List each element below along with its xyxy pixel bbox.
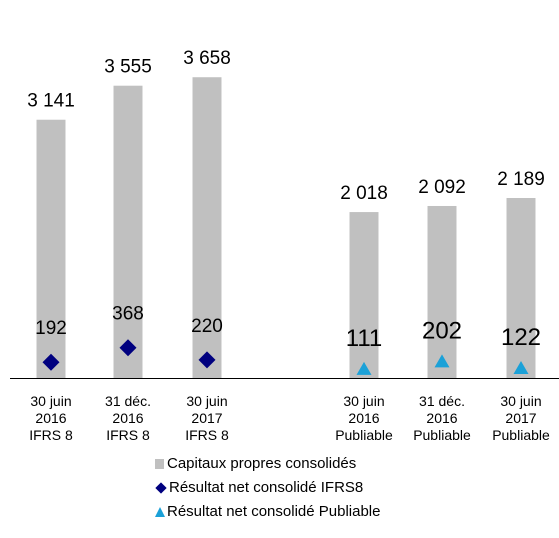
legend-item-ifrs8: Résultat net consolidé IFRS8 (155, 476, 380, 500)
marker-ifrs8 (42, 353, 60, 371)
bar-value-label: 3 658 (183, 48, 231, 69)
x-tick-label-line: 30 juin (30, 393, 71, 409)
marker-publiable (513, 360, 529, 374)
bar-capitaux (113, 85, 143, 378)
x-tick-label-line: 2016 (35, 410, 66, 426)
marker-value-label: 192 (35, 318, 67, 339)
x-tick-label-line: 30 juin (343, 393, 384, 409)
x-tick-label-line: 30 juin (500, 393, 541, 409)
x-tick-label-line: Publiable (492, 427, 550, 443)
marker-value-label: 202 (422, 317, 462, 344)
x-tick-label-line: Publiable (335, 427, 393, 443)
labels-layer: 3 141 3 555 3 658 2 018 2 092 2 189 192 368 220 1… (27, 48, 545, 352)
chart: 3 141 3 555 3 658 2 018 2 092 2 189 192 368 220 1… (10, 48, 559, 443)
bar-value-label: 2 018 (340, 183, 388, 204)
gray-square-icon (155, 459, 164, 469)
bar-capitaux (192, 77, 222, 378)
legend: Capitaux propres consolidés Résultat net… (155, 452, 380, 524)
x-tick-label-line: 31 déc. (419, 393, 465, 409)
marker-value-label: 122 (501, 324, 541, 351)
x-tick-label-line: 2016 (426, 410, 457, 426)
x-tick-label-line: 2017 (505, 410, 536, 426)
bar-capitaux (36, 119, 66, 379)
bar-value-label: 3 141 (27, 91, 75, 112)
x-tick-label-line: 30 juin (186, 393, 227, 409)
bars-layer (36, 77, 536, 379)
bar-value-label: 2 189 (497, 169, 545, 190)
navy-diamond-icon (155, 482, 167, 494)
marker-publiable (434, 354, 450, 368)
x-tick-label-line: Publiable (413, 427, 471, 443)
legend-label: Résultat net consolidé Publiable (167, 503, 381, 520)
bar-capitaux (349, 212, 379, 378)
marker-value-label: 220 (191, 316, 223, 337)
legend-item-publiable: Résultat net consolidé Publiable (155, 500, 380, 524)
x-tick-label-line: 2016 (112, 410, 143, 426)
marker-ifrs8 (198, 351, 216, 369)
x-tick-label-line: 31 déc. (105, 393, 151, 409)
marker-ifrs8 (119, 339, 137, 357)
legend-label: Capitaux propres consolidés (167, 455, 357, 472)
x-tick-label-line: 2017 (191, 410, 222, 426)
marker-value-label: 368 (112, 304, 144, 325)
marker-value-label: 111 (346, 325, 382, 352)
legend-item-capitaux: Capitaux propres consolidés (155, 452, 380, 476)
x-tick-label-line: IFRS 8 (29, 427, 73, 443)
x-tick-label-line: IFRS 8 (106, 427, 150, 443)
bar-value-label: 3 555 (104, 57, 152, 78)
x-tick-label-line: 2016 (348, 410, 379, 426)
bar-capitaux (506, 198, 536, 378)
marker-publiable (356, 361, 372, 375)
legend-label: Résultat net consolidé IFRS8 (169, 479, 364, 496)
bar-capitaux (427, 205, 457, 378)
blue-triangle-icon (155, 507, 165, 517)
x-tick-label-line: IFRS 8 (185, 427, 229, 443)
markers-layer (42, 339, 529, 375)
bar-value-label: 2 092 (418, 177, 466, 198)
